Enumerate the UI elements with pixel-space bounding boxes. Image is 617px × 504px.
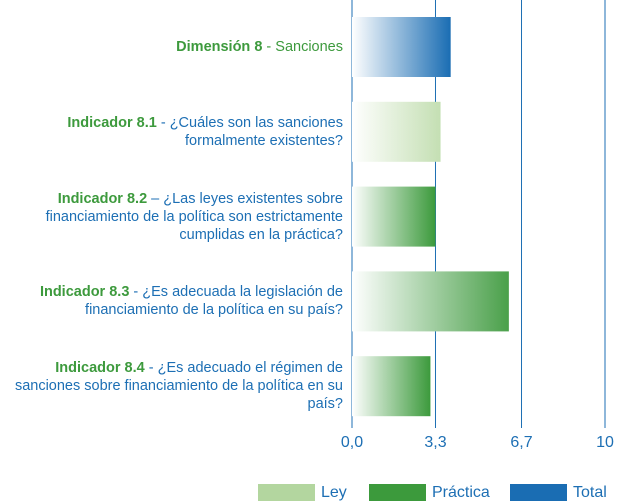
bar xyxy=(352,186,436,247)
legend-label: Práctica xyxy=(432,484,490,501)
bar xyxy=(352,17,451,77)
legend-swatch xyxy=(510,484,567,501)
x-tick-label: 6,7 xyxy=(510,434,532,451)
category-label: Dimensión 8 - Sanciones xyxy=(0,38,343,56)
x-tick-label: 10 xyxy=(596,434,614,451)
legend-label: Ley xyxy=(321,484,347,501)
category-text: - Sanciones xyxy=(266,39,343,55)
x-tick-label: 0,0 xyxy=(341,434,363,451)
category-text: – ¿Las leyes existentes sobre financiami… xyxy=(45,190,343,243)
category-name: Indicador 8.1 xyxy=(67,114,157,131)
category-text: - ¿Es adecuada la legislación de financi… xyxy=(85,284,343,319)
category-text: - ¿Es adecuado el régimen de sanciones s… xyxy=(14,360,343,413)
category-label: Indicador 8.3 - ¿Es adecuada la legislac… xyxy=(0,283,343,319)
category-name: Indicador 8.2 xyxy=(57,190,148,207)
category-name: Dimensión 8 xyxy=(176,39,263,55)
legend-swatch xyxy=(369,484,426,501)
category-name: Indicador 8.4 xyxy=(55,360,145,377)
x-tick-label: 3,3 xyxy=(424,434,446,451)
category-name: Indicador 8.3 xyxy=(39,284,130,301)
category-label: Indicador 8.2 – ¿Las leyes existentes so… xyxy=(0,190,343,244)
category-text: - ¿Cuáles son las sanciones formalmente … xyxy=(160,114,343,149)
bar xyxy=(352,271,509,332)
bar xyxy=(352,356,431,417)
category-label: Indicador 8.4 - ¿Es adecuado el régimen … xyxy=(0,359,343,413)
bar xyxy=(352,101,441,162)
category-label: Indicador 8.1 - ¿Cuáles son las sancione… xyxy=(0,114,343,150)
legend-swatch xyxy=(258,484,315,501)
legend-label: Total xyxy=(573,484,607,501)
